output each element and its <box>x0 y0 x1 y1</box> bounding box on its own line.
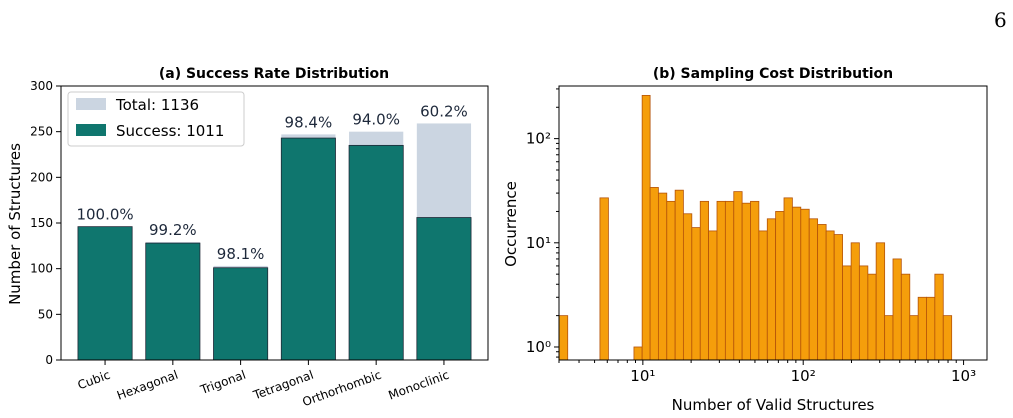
hist-bar <box>800 208 810 361</box>
chart-a-xtick-label: Cubic <box>76 368 112 393</box>
bar-data-label: 99.2% <box>149 221 197 239</box>
hist-bar <box>900 273 911 361</box>
bar-data-label: 98.4% <box>285 113 333 131</box>
hist-bar <box>909 315 919 361</box>
hist-bar <box>649 187 659 361</box>
hist-bar <box>633 346 643 361</box>
hist-bar <box>641 94 651 361</box>
bar-success <box>145 242 201 361</box>
chart-b-ytick-label: 10⁰ <box>526 338 551 356</box>
chart-a-ytick-label: 150 <box>30 216 53 230</box>
hist-bar <box>766 218 777 361</box>
hist-bar <box>750 200 760 361</box>
hist-bar <box>691 227 701 361</box>
hist-bar <box>892 258 902 361</box>
legend-swatch-total <box>76 98 106 110</box>
chart-b-plot: 10¹ 10² 10³ 10⁰ 10¹ 10² <box>526 88 976 385</box>
hist-bar <box>657 192 668 361</box>
chart-a-legend: Total: 1136 Success: 1011 <box>67 91 245 147</box>
chart-b-xtick-label: 10² <box>791 367 816 385</box>
chart-a-ylabel: Number of Structures <box>6 143 24 305</box>
chart-a-title: (a) Success Rate Distribution <box>159 66 389 82</box>
chart-a-ytick-label: 50 <box>38 307 53 321</box>
bar-success <box>348 144 404 361</box>
hist-bar <box>808 218 819 361</box>
bar-data-label: 60.2% <box>420 102 468 120</box>
chart-b-title: (b) Sampling Cost Distribution <box>653 66 893 82</box>
hist-bar <box>858 265 869 361</box>
chart-b-ytick-label: 10² <box>526 130 551 148</box>
chart-a-ytick-label: 250 <box>30 125 53 139</box>
hist-bar <box>875 242 886 361</box>
page-number: 6 <box>994 8 1007 32</box>
hist-bar <box>867 273 877 361</box>
hist-bar <box>825 230 835 361</box>
hist-bar <box>674 189 684 361</box>
chart-b-ytick-label: 10¹ <box>526 234 551 252</box>
hist-bar <box>682 213 693 361</box>
hist-bar <box>942 315 953 361</box>
hist-bar <box>708 230 718 361</box>
bar-success <box>416 217 472 361</box>
hist-bar <box>917 296 927 361</box>
legend-swatch-success <box>76 124 106 136</box>
bar-data-label: 98.1% <box>217 245 265 263</box>
chart-b-frame <box>558 85 988 361</box>
chart-a-ytick-label: 100 <box>30 262 53 276</box>
hist-bar <box>724 200 735 361</box>
legend-box <box>67 91 245 147</box>
chart-b-xtick-label: 10³ <box>951 367 976 385</box>
hist-bar <box>833 234 843 361</box>
hist-bar <box>783 197 793 361</box>
chart-b-xlabel: Number of Valid Structures <box>672 396 875 414</box>
hist-bar <box>775 211 785 361</box>
chart-a-xtick-label: Hexagonal <box>115 368 180 403</box>
hist-bar <box>599 197 609 361</box>
hist-bar <box>842 265 852 361</box>
hist-bar <box>926 296 936 361</box>
chart-b-ylabel: Occurrence <box>502 181 520 267</box>
bar-data-label: 100.0% <box>76 206 133 224</box>
hist-bar <box>716 200 726 361</box>
hist-bar <box>934 273 944 361</box>
bar-data-label: 94.0% <box>352 111 400 129</box>
hist-bar <box>666 200 676 361</box>
hist-bar <box>791 206 802 361</box>
chart-a-ytick-label: 300 <box>30 79 53 93</box>
hist-bar <box>884 315 894 361</box>
hist-bar <box>733 191 743 361</box>
bar-success <box>280 137 336 361</box>
chart-a-xtick-label: Monoclinic <box>387 368 451 403</box>
bar-success <box>213 267 269 361</box>
hist-bar <box>558 315 569 361</box>
chart-b-xtick-label: 10¹ <box>630 367 655 385</box>
hist-bar <box>850 242 860 361</box>
legend-label-success: Success: 1011 <box>116 122 224 140</box>
chart-a-xtick-label: Trigonal <box>198 368 248 398</box>
hist-bar <box>741 202 751 361</box>
bar-success <box>77 226 133 361</box>
legend-label-total: Total: 1136 <box>115 96 199 114</box>
chart-a-ytick-label: 0 <box>45 353 53 367</box>
chart-a-frame <box>60 85 489 361</box>
chart-a-ytick-label: 200 <box>30 170 53 184</box>
hist-bar <box>758 230 768 361</box>
hist-bar <box>699 200 709 361</box>
hist-bar <box>817 224 827 361</box>
